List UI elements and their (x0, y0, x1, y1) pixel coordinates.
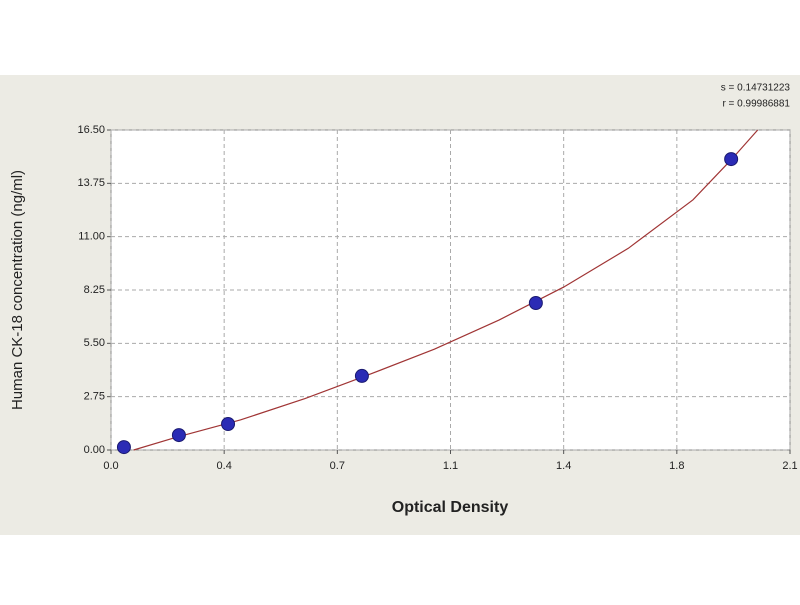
x-tick-label: 0.0 (103, 460, 118, 472)
stat-r: r = 0.99986881 (722, 99, 790, 110)
y-tick-label: 16.50 (77, 124, 105, 136)
data-point (116, 440, 131, 455)
y-tick-label: 8.25 (84, 284, 105, 296)
x-tick-label: 1.8 (669, 460, 684, 472)
x-tick-label: 2.1 (782, 460, 797, 472)
y-tick-label: 0.00 (84, 444, 105, 456)
data-point (221, 417, 236, 432)
x-tick-label: 0.7 (330, 460, 345, 472)
y-tick-label: 11.00 (78, 231, 105, 243)
y-axis-label: Human CK-18 concentration (ng/ml) (9, 170, 26, 410)
y-tick-label: 2.75 (84, 391, 105, 403)
x-axis-label: Optical Density (392, 499, 509, 516)
data-point (724, 152, 739, 167)
y-tick-label: 5.50 (84, 337, 105, 349)
x-tick-label: 0.4 (217, 460, 232, 472)
x-tick-label: 1.4 (556, 460, 571, 472)
x-tick-label: 1.1 (443, 460, 458, 472)
y-tick-label: 13.75 (77, 177, 105, 189)
data-point (171, 428, 186, 443)
stat-s: s = 0.14731223 (721, 83, 791, 94)
data-point (354, 368, 369, 383)
data-point (528, 295, 543, 310)
